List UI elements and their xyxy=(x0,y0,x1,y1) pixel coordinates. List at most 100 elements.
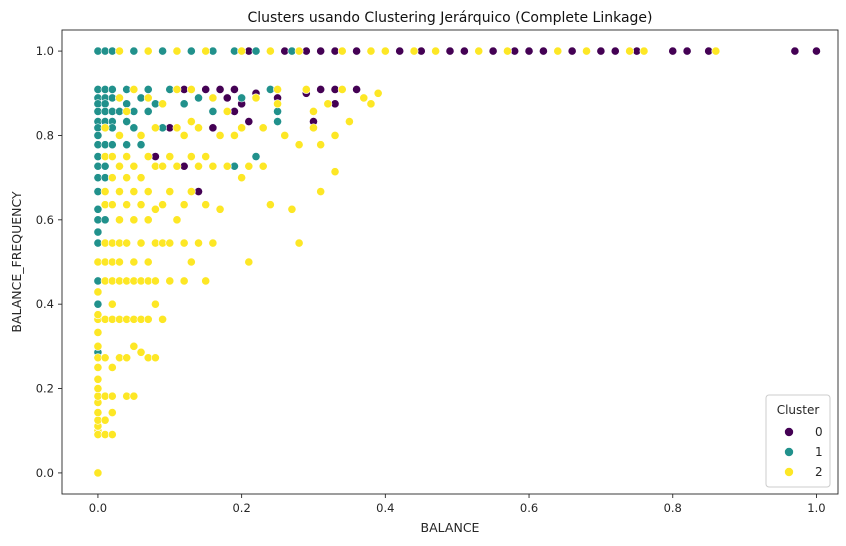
data-point xyxy=(445,46,455,56)
x-tick-label: 1.0 xyxy=(807,501,825,515)
data-point xyxy=(474,46,484,56)
data-point xyxy=(158,314,167,324)
data-point xyxy=(93,363,103,372)
x-axis: 0.0 0.2 0.4 0.6 0.8 1.0 xyxy=(89,494,826,515)
data-point xyxy=(143,152,153,161)
data-point xyxy=(93,468,103,478)
data-point xyxy=(93,131,103,140)
data-point xyxy=(208,123,218,133)
data-point xyxy=(143,314,153,324)
data-point xyxy=(107,85,117,94)
data-point xyxy=(129,187,139,196)
data-point xyxy=(582,46,591,56)
data-point xyxy=(488,46,498,56)
data-point xyxy=(215,204,225,214)
data-point xyxy=(273,85,282,94)
data-point xyxy=(115,46,124,56)
data-point xyxy=(186,117,196,126)
data-point xyxy=(230,131,239,140)
data-point xyxy=(129,257,139,267)
data-point xyxy=(186,187,196,196)
data-point xyxy=(158,161,167,171)
data-point xyxy=(316,140,326,150)
legend-title: Cluster xyxy=(777,403,820,417)
y-axis-label: BALANCE_FREQUENCY xyxy=(9,191,24,333)
data-point xyxy=(352,85,361,94)
data-point xyxy=(186,152,196,161)
data-point xyxy=(129,85,139,94)
series-2 xyxy=(93,46,721,478)
data-point xyxy=(294,46,304,56)
data-point xyxy=(294,238,304,248)
data-point xyxy=(222,161,232,171)
data-point xyxy=(172,215,182,225)
data-point xyxy=(186,85,196,94)
data-point xyxy=(237,93,247,103)
data-point xyxy=(409,46,419,56)
data-point xyxy=(237,123,247,133)
data-point xyxy=(251,46,261,56)
legend: Cluster 0 1 2 xyxy=(765,394,831,488)
data-point xyxy=(136,200,146,210)
data-point xyxy=(215,131,225,140)
x-tick-label: 0.2 xyxy=(232,501,250,515)
data-point xyxy=(136,173,146,183)
data-point xyxy=(186,46,196,56)
data-point xyxy=(316,46,326,56)
data-point xyxy=(345,117,354,126)
data-point xyxy=(93,310,103,320)
data-point xyxy=(136,238,146,248)
data-point xyxy=(122,107,132,116)
data-point xyxy=(395,46,405,56)
data-point xyxy=(93,227,103,237)
data-point xyxy=(93,287,103,297)
data-point xyxy=(244,161,254,171)
data-point xyxy=(186,257,196,267)
data-point xyxy=(115,131,124,140)
data-point xyxy=(201,46,211,56)
y-tick-label: 0.6 xyxy=(36,213,54,227)
data-point xyxy=(711,46,721,56)
data-point xyxy=(244,117,254,126)
y-tick-label: 0.8 xyxy=(36,128,54,142)
data-point xyxy=(107,152,117,161)
data-point xyxy=(151,204,160,214)
x-tick-label: 0.4 xyxy=(376,501,394,515)
y-tick-label: 0.4 xyxy=(36,297,54,311)
y-axis: 0.0 0.2 0.4 0.6 0.8 1.0 xyxy=(36,44,62,480)
data-point xyxy=(172,123,182,133)
data-point xyxy=(100,187,110,196)
data-point xyxy=(158,46,167,56)
data-point xyxy=(309,123,318,133)
data-point xyxy=(122,152,132,161)
data-point xyxy=(122,99,132,109)
data-point xyxy=(194,238,203,248)
data-point xyxy=(122,117,132,126)
x-tick-label: 0.0 xyxy=(89,501,107,515)
data-point xyxy=(122,140,132,150)
data-point xyxy=(107,408,117,417)
y-tick-label: 0.2 xyxy=(36,382,54,396)
data-point xyxy=(179,200,189,210)
data-point xyxy=(143,93,153,103)
legend-label: 2 xyxy=(815,465,823,479)
legend-label: 0 xyxy=(815,425,823,439)
data-point xyxy=(165,238,175,248)
data-point xyxy=(201,276,211,286)
data-point xyxy=(503,46,512,56)
data-point xyxy=(201,152,211,161)
data-point xyxy=(158,200,167,210)
data-point xyxy=(524,46,534,56)
data-point xyxy=(107,140,117,150)
data-point xyxy=(93,408,103,417)
data-point xyxy=(201,200,211,210)
data-point xyxy=(151,123,160,133)
data-point xyxy=(251,93,261,103)
legend-box xyxy=(765,394,831,488)
data-point xyxy=(172,85,182,94)
data-point xyxy=(215,85,225,94)
data-point xyxy=(539,46,548,56)
data-point xyxy=(201,85,211,94)
data-point xyxy=(115,215,124,225)
